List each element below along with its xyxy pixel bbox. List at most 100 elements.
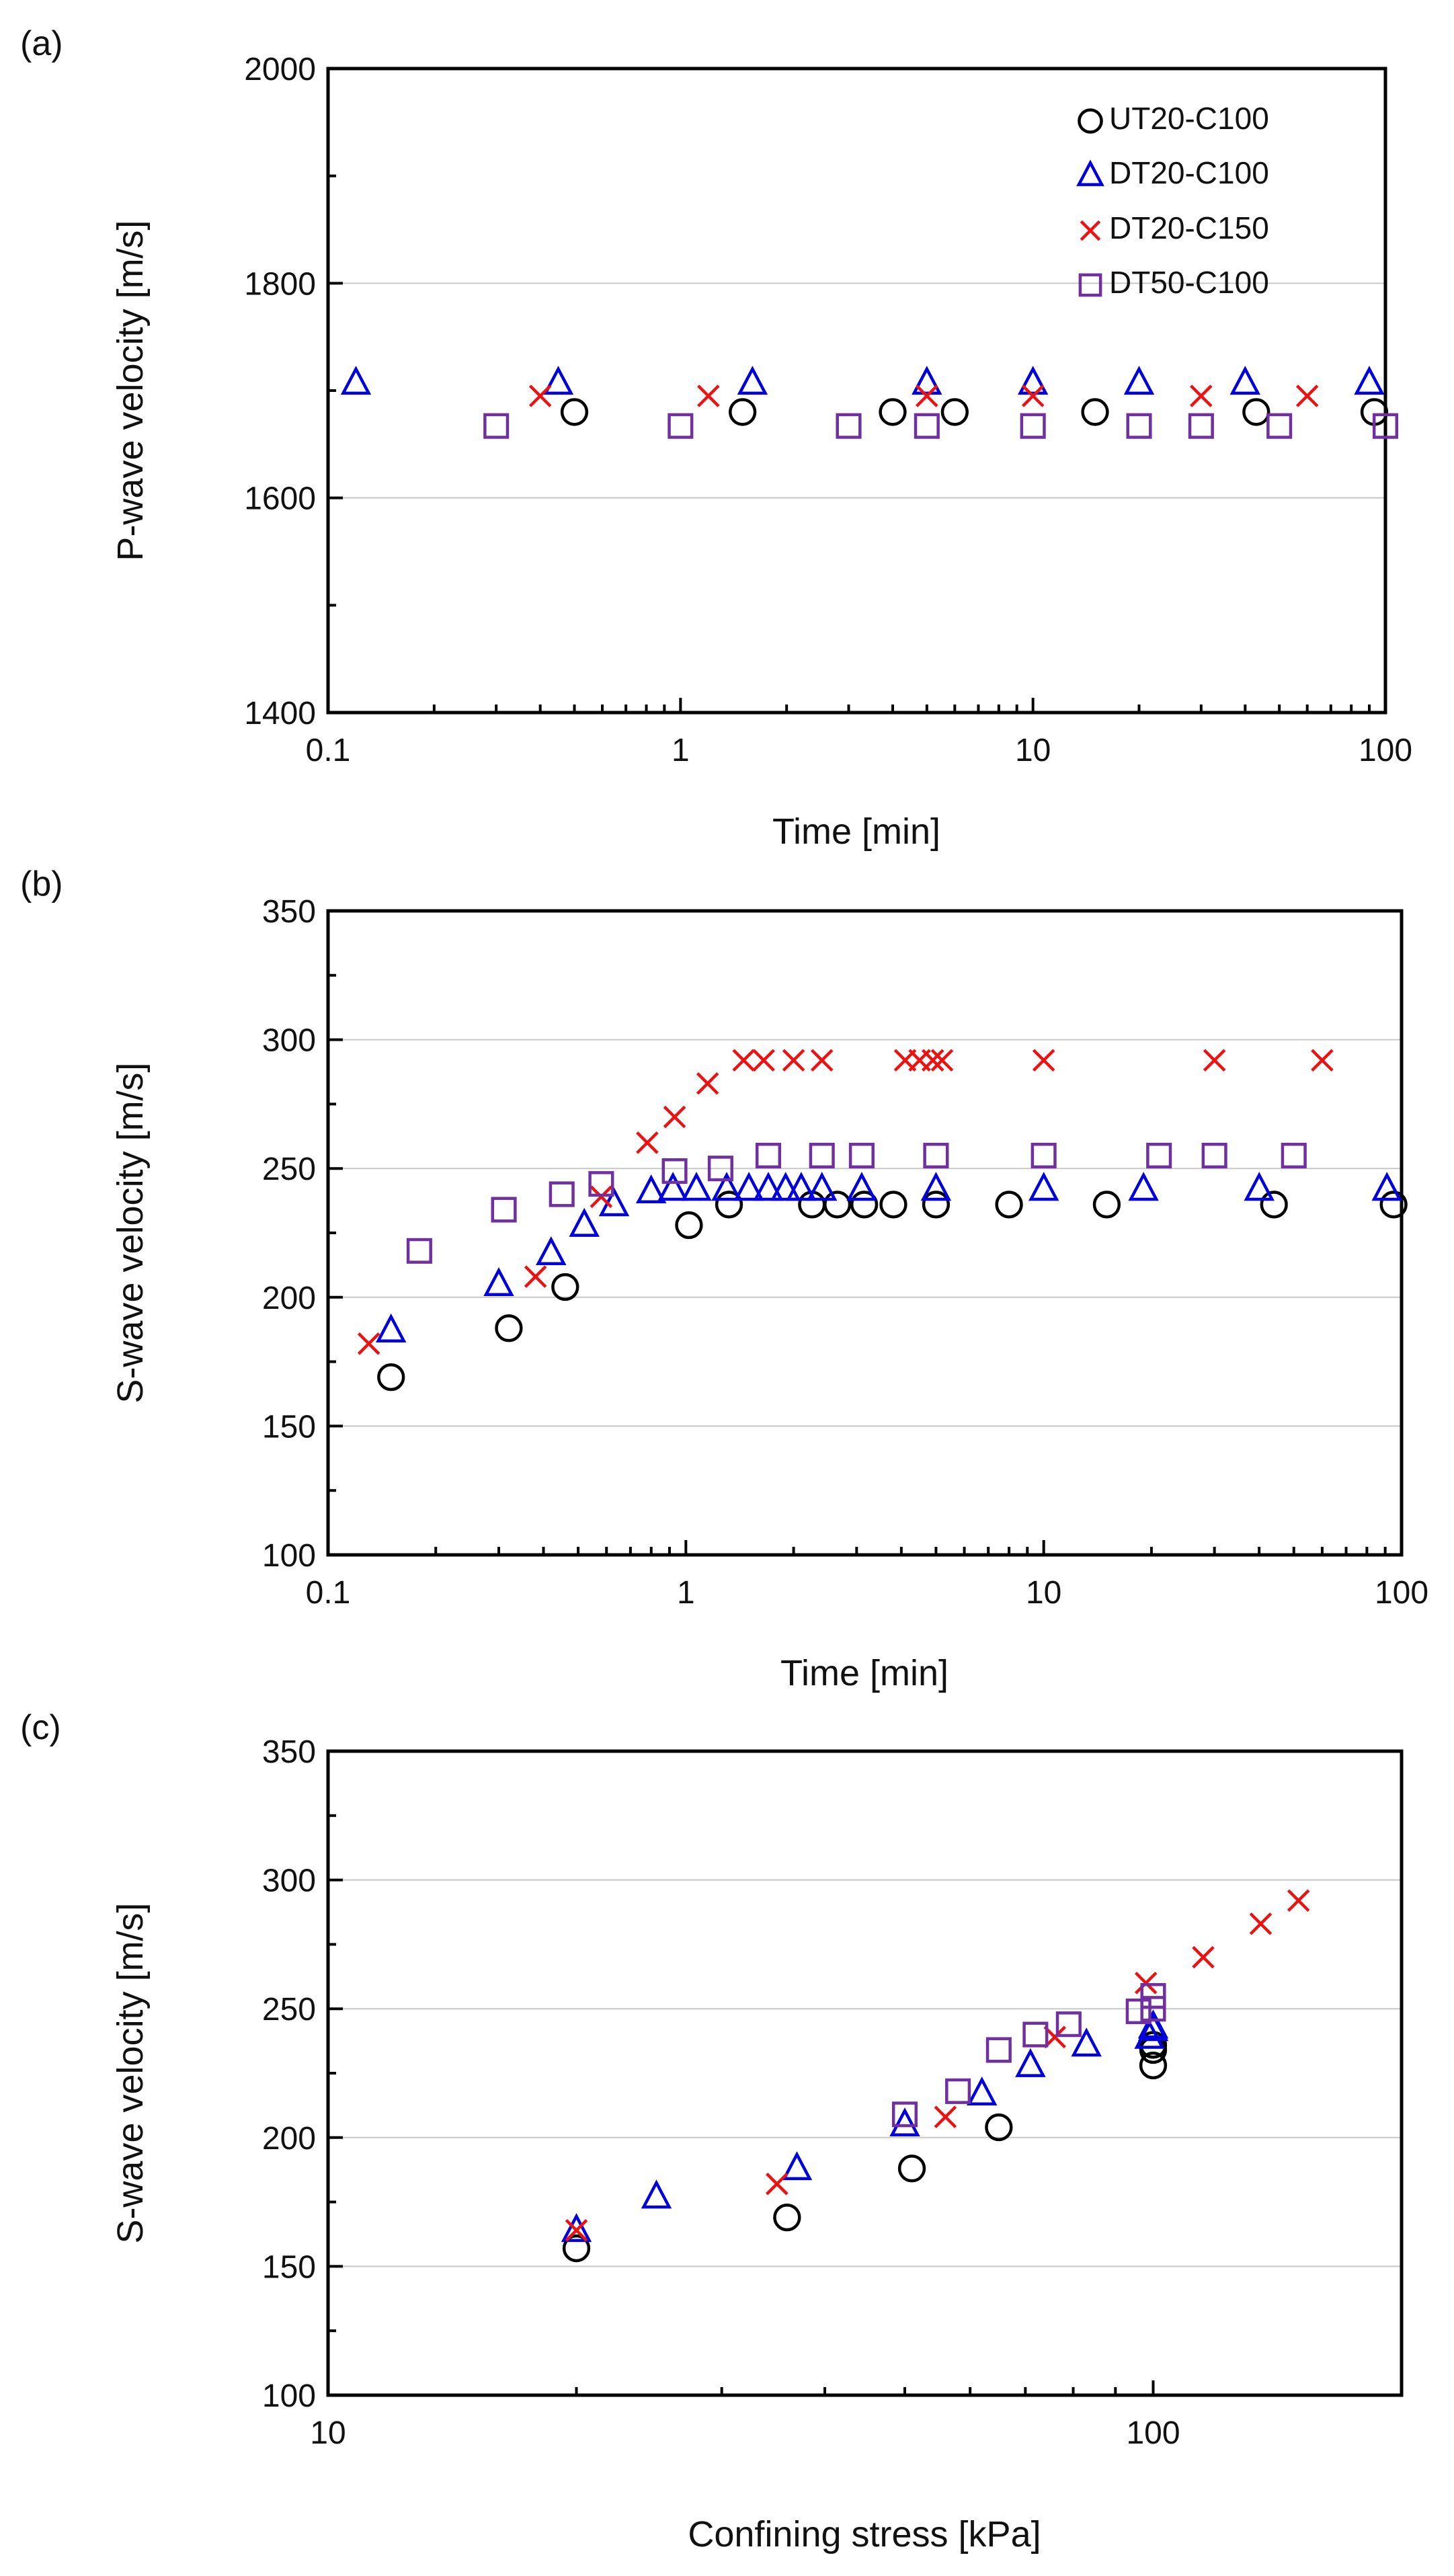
legend: UT20-C100 DT20-C100 DT20-C150 DT50-C100 xyxy=(1076,101,1269,300)
data-point-ut20-c100 xyxy=(1092,1191,1121,1219)
data-point-dt20-c150 xyxy=(528,385,552,407)
data-point-dt20-c100 xyxy=(536,1236,567,1266)
data-point-dt20-c150 xyxy=(696,1072,719,1095)
data-point-dt20-c150 xyxy=(810,1049,834,1072)
data-point-dt50-c100 xyxy=(668,413,694,439)
data-point-dt20-c100 xyxy=(1017,366,1049,395)
data-point-dt50-c100 xyxy=(1146,1142,1172,1169)
data-point-dt20-c100 xyxy=(569,1207,600,1237)
data-point-ut20-c100 xyxy=(715,1191,743,1219)
legend-label-dt50-c100: DT50-C100 xyxy=(1109,265,1269,300)
x-tick-label: 10 xyxy=(1015,733,1051,768)
data-point-dt20-c100 xyxy=(733,1172,764,1201)
data-point-dt20-c150 xyxy=(357,1332,380,1355)
data-point-dt20-c150 xyxy=(590,1185,613,1209)
data-point-ut20-c100 xyxy=(729,398,757,426)
data-point-dt20-c100 xyxy=(681,1172,712,1201)
data-point-dt50-c100 xyxy=(1022,2021,1049,2048)
data-point-dt20-c100 xyxy=(770,1172,801,1201)
data-point-dt20-c150 xyxy=(732,1049,756,1072)
data-point-ut20-c100 xyxy=(675,1211,703,1240)
data-point-dt50-c100 xyxy=(1140,1982,1166,2009)
data-point-dt50-c100 xyxy=(661,1158,688,1184)
data-point-dt20-c100 xyxy=(1123,366,1155,395)
data-point-dt50-c100 xyxy=(707,1156,733,1182)
data-point-dt20-c100 xyxy=(641,2179,672,2209)
data-point-dt20-c150 xyxy=(1190,385,1213,407)
data-point-dt20-c100 xyxy=(375,1313,407,1342)
panel-label: (b) xyxy=(20,864,63,903)
data-point-dt50-c100 xyxy=(1125,1998,1152,2025)
data-point-ut20-c100 xyxy=(562,2234,591,2263)
x-tick-label: 1 xyxy=(677,1575,695,1611)
data-point-dt20-c100 xyxy=(1137,2009,1169,2039)
data-point-dt50-c100 xyxy=(923,1142,949,1169)
x-tick-label: 10 xyxy=(1026,1575,1061,1611)
legend-label-dt20-c100: DT20-C100 xyxy=(1109,155,1269,190)
x-tick-label: 0.1 xyxy=(306,1575,351,1611)
x-tick-label: 100 xyxy=(1126,2415,1180,2451)
legend-label-dt20-c150: DT20-C150 xyxy=(1109,210,1269,245)
data-point-dt50-c100 xyxy=(914,413,940,439)
data-point-dt20-c100 xyxy=(1244,1172,1275,1201)
data-point-ut20-c100 xyxy=(850,1191,879,1219)
data-point-dt20-c100 xyxy=(1229,366,1261,395)
data-point-dt20-c100 xyxy=(846,1172,877,1201)
data-point-dt20-c100 xyxy=(1128,1172,1159,1201)
data-point-dt20-c150 xyxy=(697,385,720,407)
data-point-dt50-c100 xyxy=(1031,1142,1057,1169)
data-point-dt20-c150 xyxy=(766,2172,789,2196)
data-point-ut20-c100 xyxy=(773,2203,801,2232)
data-point-dt20-c100 xyxy=(786,1172,817,1201)
data-point-dt20-c100 xyxy=(711,1172,742,1201)
data-point-dt20-c150 xyxy=(524,1265,547,1288)
data-point-dt20-c100 xyxy=(1028,1172,1059,1201)
y-axis-label: S-wave velocity [m/s] xyxy=(110,1902,151,2243)
data-point-dt20-c100 xyxy=(966,2076,998,2106)
data-point-dt50-c100 xyxy=(1188,413,1214,439)
y-tick-label: 200 xyxy=(262,1281,316,1316)
legend-marker-ut20-c100 xyxy=(1078,108,1103,134)
x-tick-label: 10 xyxy=(310,2415,346,2451)
data-point-ut20-c100 xyxy=(940,398,969,426)
data-point-dt50-c100 xyxy=(1201,1142,1227,1169)
x-tick-label: 0.1 xyxy=(306,733,351,768)
data-point-dt20-c100 xyxy=(561,2213,592,2243)
data-point-dt20-c150 xyxy=(565,2218,588,2242)
data-point-dt20-c100 xyxy=(781,2151,813,2181)
data-point-dt20-c100 xyxy=(542,366,574,395)
data-point-dt50-c100 xyxy=(1055,2011,1082,2038)
x-axis-label: Confining stress [kPa] xyxy=(688,2514,1041,2554)
data-point-dt50-c100 xyxy=(1281,1142,1307,1169)
data-point-dt50-c100 xyxy=(491,1197,517,1223)
data-point-dt20-c150 xyxy=(930,1049,954,1072)
data-point-ut20-c100 xyxy=(1379,1191,1408,1219)
y-tick-label: 100 xyxy=(262,2378,316,2414)
data-point-ut20-c100 xyxy=(377,1363,405,1392)
data-point-dt50-c100 xyxy=(755,1142,782,1169)
data-point-dt20-c100 xyxy=(635,1174,667,1204)
y-tick-label: 100 xyxy=(262,1538,316,1574)
y-tick-label: 350 xyxy=(262,894,316,930)
y-tick-label: 1400 xyxy=(244,696,316,731)
data-point-dt20-c150 xyxy=(752,1049,775,1072)
data-point-ut20-c100 xyxy=(897,2155,926,2183)
legend-marker-dt20-c150 xyxy=(1080,220,1101,241)
data-point-dt50-c100 xyxy=(836,413,862,439)
data-point-ut20-c100 xyxy=(995,1191,1023,1219)
x-tick-label: 1 xyxy=(672,733,690,768)
y-tick-label: 300 xyxy=(262,1863,316,1899)
data-point-dt50-c100 xyxy=(848,1142,875,1169)
data-point-dt20-c100 xyxy=(483,1266,514,1297)
data-point-dt20-c100 xyxy=(1371,1172,1402,1201)
data-point-ut20-c100 xyxy=(495,1314,523,1342)
data-point-dt50-c100 xyxy=(406,1238,432,1264)
data-point-dt50-c100 xyxy=(985,2037,1012,2063)
y-tick-label: 300 xyxy=(262,1023,316,1059)
data-point-dt50-c100 xyxy=(945,2078,971,2104)
data-point-dt50-c100 xyxy=(483,413,510,439)
y-tick-label: 250 xyxy=(262,1152,316,1187)
data-point-dt20-c150 xyxy=(1032,1049,1055,1072)
data-point-ut20-c100 xyxy=(1260,1191,1288,1219)
